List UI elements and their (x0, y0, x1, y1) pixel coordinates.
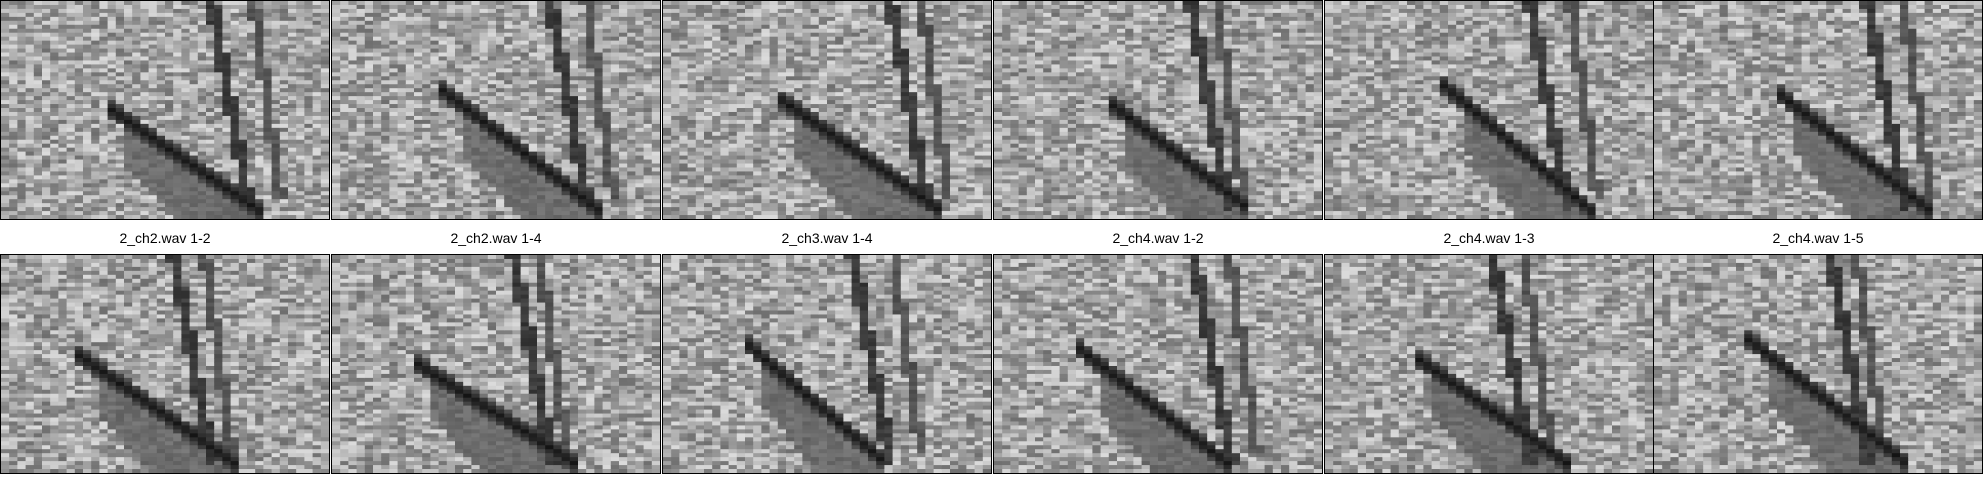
spectrogram-image (1654, 255, 1982, 473)
spectrogram-image (663, 1, 991, 219)
tile-label: 2_ch4.wav 1-3 (1324, 226, 1654, 250)
spectrogram-image (332, 255, 660, 473)
spectrogram-tile-bottom-6 (1653, 254, 1983, 474)
spectrogram-tile-top-5 (1324, 0, 1654, 220)
spectrogram-tile-bottom-2 (331, 254, 661, 474)
spectrogram-tile-bottom-4 (993, 254, 1323, 474)
spectrogram-tile-bottom-5 (1324, 254, 1654, 474)
spectrogram-tile-bottom-3 (662, 254, 992, 474)
spectrogram-tile-top-2 (331, 0, 661, 220)
spectrogram-image (994, 255, 1322, 473)
spectrogram-image (1325, 1, 1653, 219)
spectrogram-tile-top-4 (993, 0, 1323, 220)
spectrogram-image (332, 1, 660, 219)
tile-label: 2_ch2.wav 1-2 (0, 226, 330, 250)
spectrogram-image (994, 1, 1322, 219)
tile-label: 2_ch4.wav 1-5 (1653, 226, 1983, 250)
spectrogram-tile-top-6 (1653, 0, 1983, 220)
spectrogram-image (1, 255, 329, 473)
spectrogram-image (1, 1, 329, 219)
tile-label: 2_ch2.wav 1-4 (331, 226, 661, 250)
spectrogram-tile-top-3 (662, 0, 992, 220)
tile-label: 2_ch4.wav 1-2 (993, 226, 1323, 250)
spectrogram-tile-top-1 (0, 0, 330, 220)
spectrogram-image (1325, 255, 1653, 473)
spectrogram-image (663, 255, 991, 473)
spectrogram-image (1654, 1, 1982, 219)
spectrogram-tile-bottom-1 (0, 254, 330, 474)
tile-label: 2_ch3.wav 1-4 (662, 226, 992, 250)
